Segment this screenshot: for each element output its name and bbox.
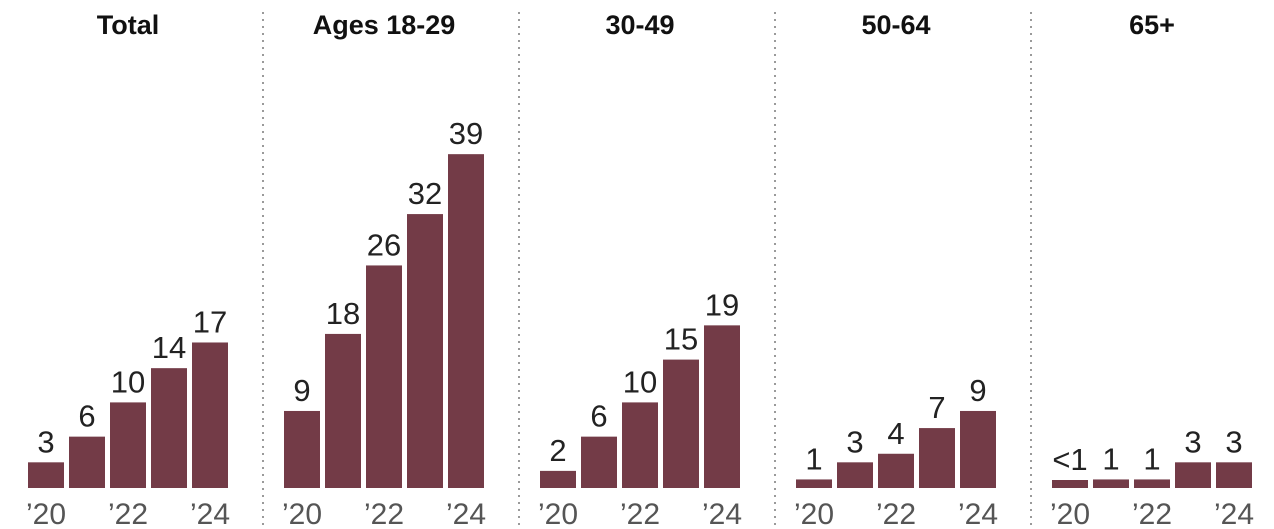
x-tick-label: ’22 — [364, 498, 404, 529]
bar — [151, 368, 187, 488]
bar — [622, 402, 658, 488]
panel-title: Total — [97, 10, 160, 40]
bar-value-label: 9 — [293, 373, 310, 408]
x-tick-label: ’20 — [26, 498, 66, 529]
bar-value-label: <1 — [1052, 442, 1087, 477]
x-tick-label: ’20 — [794, 498, 834, 529]
x-tick-label: ’24 — [958, 498, 998, 529]
panel-title: Ages 18-29 — [313, 10, 456, 40]
bar-value-label: 3 — [846, 424, 863, 459]
bar-value-label: 26 — [367, 227, 401, 262]
bar-value-label: 19 — [705, 287, 739, 322]
bar-value-label: 1 — [1102, 441, 1119, 476]
bar-value-label: 3 — [1225, 424, 1242, 459]
bar-value-label: 3 — [37, 424, 54, 459]
bar-value-label: 10 — [623, 364, 657, 399]
panel: 50-64 1 ’20 3 4 ’22 7 9 ’24 — [794, 10, 998, 529]
bar-value-label: 4 — [887, 416, 904, 451]
bar — [878, 453, 914, 488]
bar — [1216, 462, 1252, 488]
bar — [960, 410, 996, 488]
x-tick-label: ’20 — [282, 498, 322, 529]
panel-title: 50-64 — [861, 10, 930, 40]
x-tick-label: ’20 — [538, 498, 578, 529]
bar — [1093, 479, 1129, 488]
bar — [796, 479, 832, 488]
bar — [407, 214, 443, 488]
bar-value-label: 1 — [805, 441, 822, 476]
bar — [448, 154, 484, 488]
x-tick-label: ’22 — [876, 498, 916, 529]
bar-value-label: 9 — [969, 373, 986, 408]
bar-value-label: 14 — [152, 330, 186, 365]
x-tick-label: ’20 — [1050, 498, 1090, 529]
bar-value-label: 17 — [193, 304, 227, 339]
bar-value-label: 39 — [449, 116, 483, 151]
bar — [540, 470, 576, 488]
panel-title: 65+ — [1129, 10, 1175, 40]
x-tick-label: ’22 — [620, 498, 660, 529]
bar-value-label: 6 — [590, 399, 607, 434]
bar — [919, 428, 955, 488]
x-tick-label: ’22 — [1132, 498, 1172, 529]
bar-value-label: 6 — [78, 399, 95, 434]
bar-value-label: 7 — [928, 390, 945, 425]
panel: 65+ <1 ’20 1 1 ’22 3 3 ’24 — [1050, 10, 1254, 529]
bar — [1134, 479, 1170, 488]
panel-title: 30-49 — [605, 10, 674, 40]
x-tick-label: ’24 — [190, 498, 230, 529]
bar-value-label: 18 — [326, 296, 360, 331]
bar — [192, 342, 228, 488]
bar-value-label: 2 — [549, 433, 566, 468]
bar — [284, 410, 320, 488]
x-tick-label: ’24 — [702, 498, 742, 529]
bar — [1052, 480, 1088, 488]
x-tick-label: ’24 — [1214, 498, 1254, 529]
bar — [110, 402, 146, 488]
bar — [1175, 462, 1211, 488]
bar — [837, 462, 873, 488]
bar-value-label: 32 — [408, 176, 442, 211]
bar-value-label: 15 — [664, 322, 698, 357]
bar — [581, 436, 617, 488]
bar-value-label: 1 — [1143, 441, 1160, 476]
x-tick-label: ’22 — [108, 498, 148, 529]
bar — [69, 436, 105, 488]
bar-value-label: 3 — [1184, 424, 1201, 459]
bar — [28, 462, 64, 488]
bar — [366, 265, 402, 488]
bar — [325, 333, 361, 488]
bar — [663, 359, 699, 488]
bar-value-label: 10 — [111, 364, 145, 399]
bar — [704, 325, 740, 488]
x-tick-label: ’24 — [446, 498, 486, 529]
